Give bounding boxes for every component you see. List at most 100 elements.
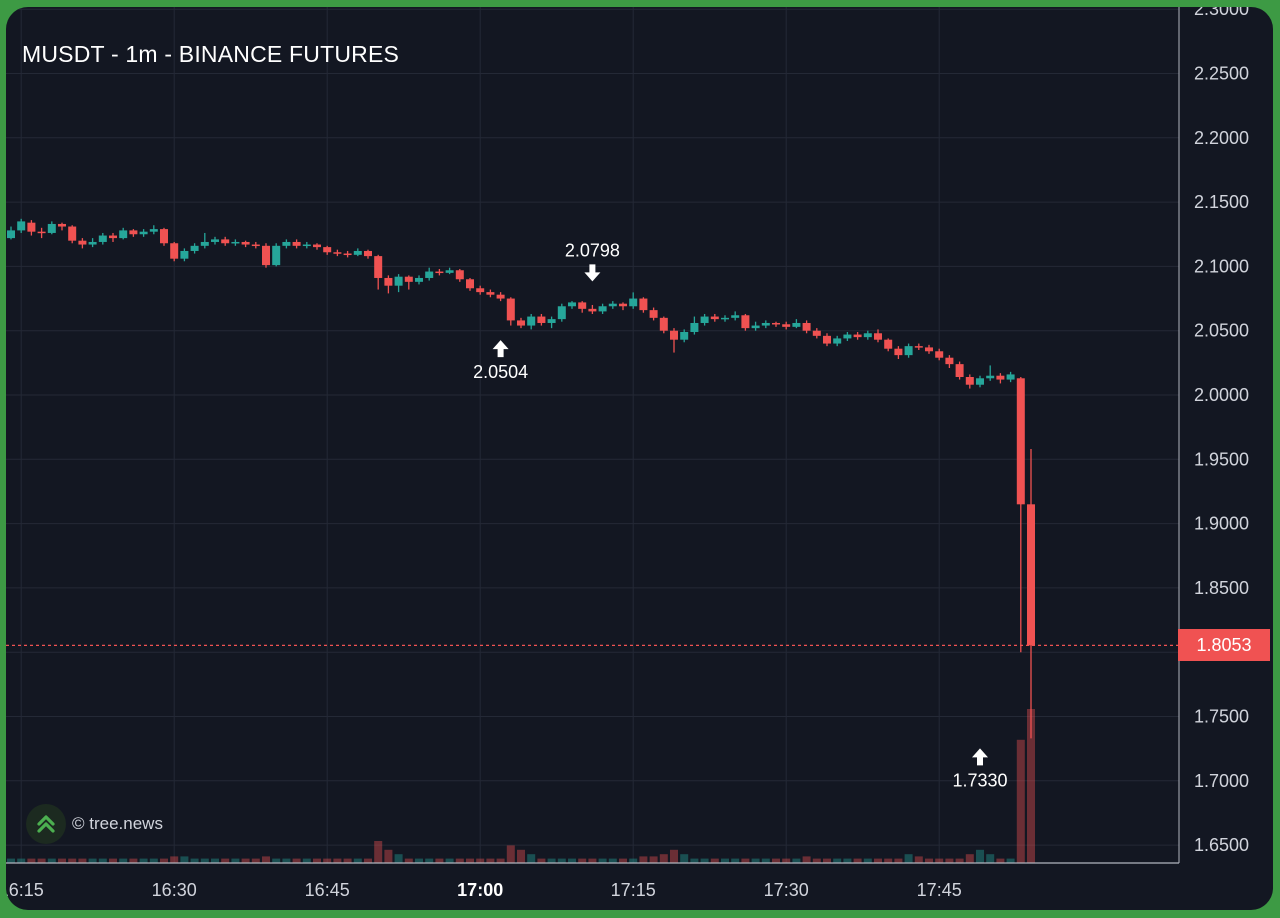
volume-bar	[884, 858, 893, 863]
volume-bar	[925, 858, 933, 863]
volume-bar	[129, 858, 138, 863]
volume-bar	[802, 856, 811, 863]
candle-body	[802, 322, 811, 331]
candle-body	[639, 298, 648, 311]
candle-body	[333, 252, 342, 254]
volume-bar	[568, 858, 576, 863]
volume-bar	[394, 854, 403, 863]
volume-bar	[404, 858, 413, 863]
y-tick-label: 1.6500	[1194, 835, 1249, 855]
volume-bar	[965, 854, 974, 863]
volume-bar	[700, 858, 709, 863]
candle-body	[608, 303, 617, 307]
volume-bar	[160, 858, 168, 863]
volume-bar	[333, 858, 342, 863]
candle-body	[37, 231, 46, 234]
down-arrow-icon	[584, 264, 601, 282]
volume-bar	[945, 858, 954, 863]
volume-bar	[476, 858, 485, 863]
volume-bar	[578, 858, 587, 863]
annotation-label: 1.7330	[952, 770, 1007, 790]
volume-bars	[7, 709, 1035, 863]
candle-body	[568, 302, 576, 307]
volume-bar	[629, 858, 638, 863]
candle-body	[200, 241, 209, 246]
candle-body	[761, 322, 770, 326]
x-tick-label: 17:15	[611, 880, 656, 900]
candle-body	[486, 292, 495, 295]
y-tick-label: 1.9500	[1194, 449, 1249, 469]
candle-body	[792, 322, 801, 327]
volume-bar	[619, 858, 627, 863]
volume-bar	[88, 858, 97, 863]
volume-bar	[517, 849, 525, 863]
volume-bar	[180, 856, 189, 863]
y-tick-label: 1.8500	[1194, 578, 1249, 598]
volume-bar	[547, 858, 556, 863]
volume-bar	[935, 858, 944, 863]
candle-body	[884, 339, 893, 349]
volume-bar	[251, 858, 260, 863]
candle-body	[751, 325, 760, 329]
candle-body	[741, 315, 750, 329]
chart-title: MUSDT - 1m - BINANCE FUTURES	[22, 41, 400, 67]
annotation-label: 2.0504	[473, 362, 528, 382]
volume-bar	[190, 858, 199, 863]
volume-bar	[741, 858, 750, 863]
candle-body	[7, 230, 15, 239]
volume-bar	[68, 858, 77, 863]
volume-bar	[986, 854, 995, 863]
grid	[6, 7, 1179, 863]
candle-body	[680, 331, 689, 340]
candle-body	[160, 229, 168, 244]
volume-bar	[996, 858, 1005, 863]
x-tick-label: 16:30	[152, 880, 197, 900]
candle-body	[17, 221, 26, 231]
volume-bar	[598, 858, 607, 863]
volume-bar	[170, 856, 179, 863]
candle-body	[547, 319, 556, 323]
candle-body	[149, 229, 158, 232]
axes: 2.3000 2.2500 2.2000 2.1500 2.1000 2.0500 2.00…	[6, 7, 1249, 900]
watermark: © tree.news	[26, 804, 163, 844]
candle-body	[364, 250, 372, 257]
volume-bar	[78, 858, 87, 863]
candle-body	[262, 245, 270, 266]
x-tick-label: 17:45	[917, 880, 962, 900]
candle-body	[619, 303, 627, 307]
volume-bar	[557, 858, 566, 863]
y-tick-label: 2.0500	[1194, 321, 1249, 341]
candle-body	[1006, 374, 1015, 380]
y-tick-label: 2.1500	[1194, 192, 1249, 212]
candle-body	[190, 245, 199, 251]
candle-body	[466, 279, 474, 289]
y-tick-label: 1.7500	[1194, 707, 1249, 727]
volume-bar	[863, 858, 872, 863]
candle-body	[415, 277, 423, 282]
candle-body	[231, 241, 240, 244]
candle-body	[302, 244, 311, 247]
volume-bar	[445, 858, 454, 863]
volume-bar	[649, 856, 658, 863]
volume-bar	[272, 858, 281, 863]
candle-body	[649, 310, 658, 318]
volume-bar	[843, 858, 852, 863]
volume-bar	[7, 858, 15, 863]
candle-body	[445, 270, 454, 273]
candlestick-chart[interactable]: 2.3000 2.2500 2.2000 2.1500 2.1000 2.0500 2.00…	[6, 7, 1273, 910]
candle-body	[88, 241, 97, 245]
volume-bar	[211, 858, 219, 863]
volume-bar	[537, 858, 546, 863]
candle-body	[598, 306, 607, 312]
candle-body	[904, 346, 913, 356]
candle-body	[170, 243, 179, 259]
candle-body	[955, 364, 964, 377]
volume-bar	[588, 858, 597, 863]
candle-body	[251, 244, 260, 247]
candle-body	[853, 334, 862, 338]
volume-bar	[98, 858, 107, 863]
volume-bar	[904, 854, 913, 863]
candle-body	[384, 277, 393, 286]
volume-bar	[710, 858, 719, 863]
candle-body	[404, 276, 413, 282]
